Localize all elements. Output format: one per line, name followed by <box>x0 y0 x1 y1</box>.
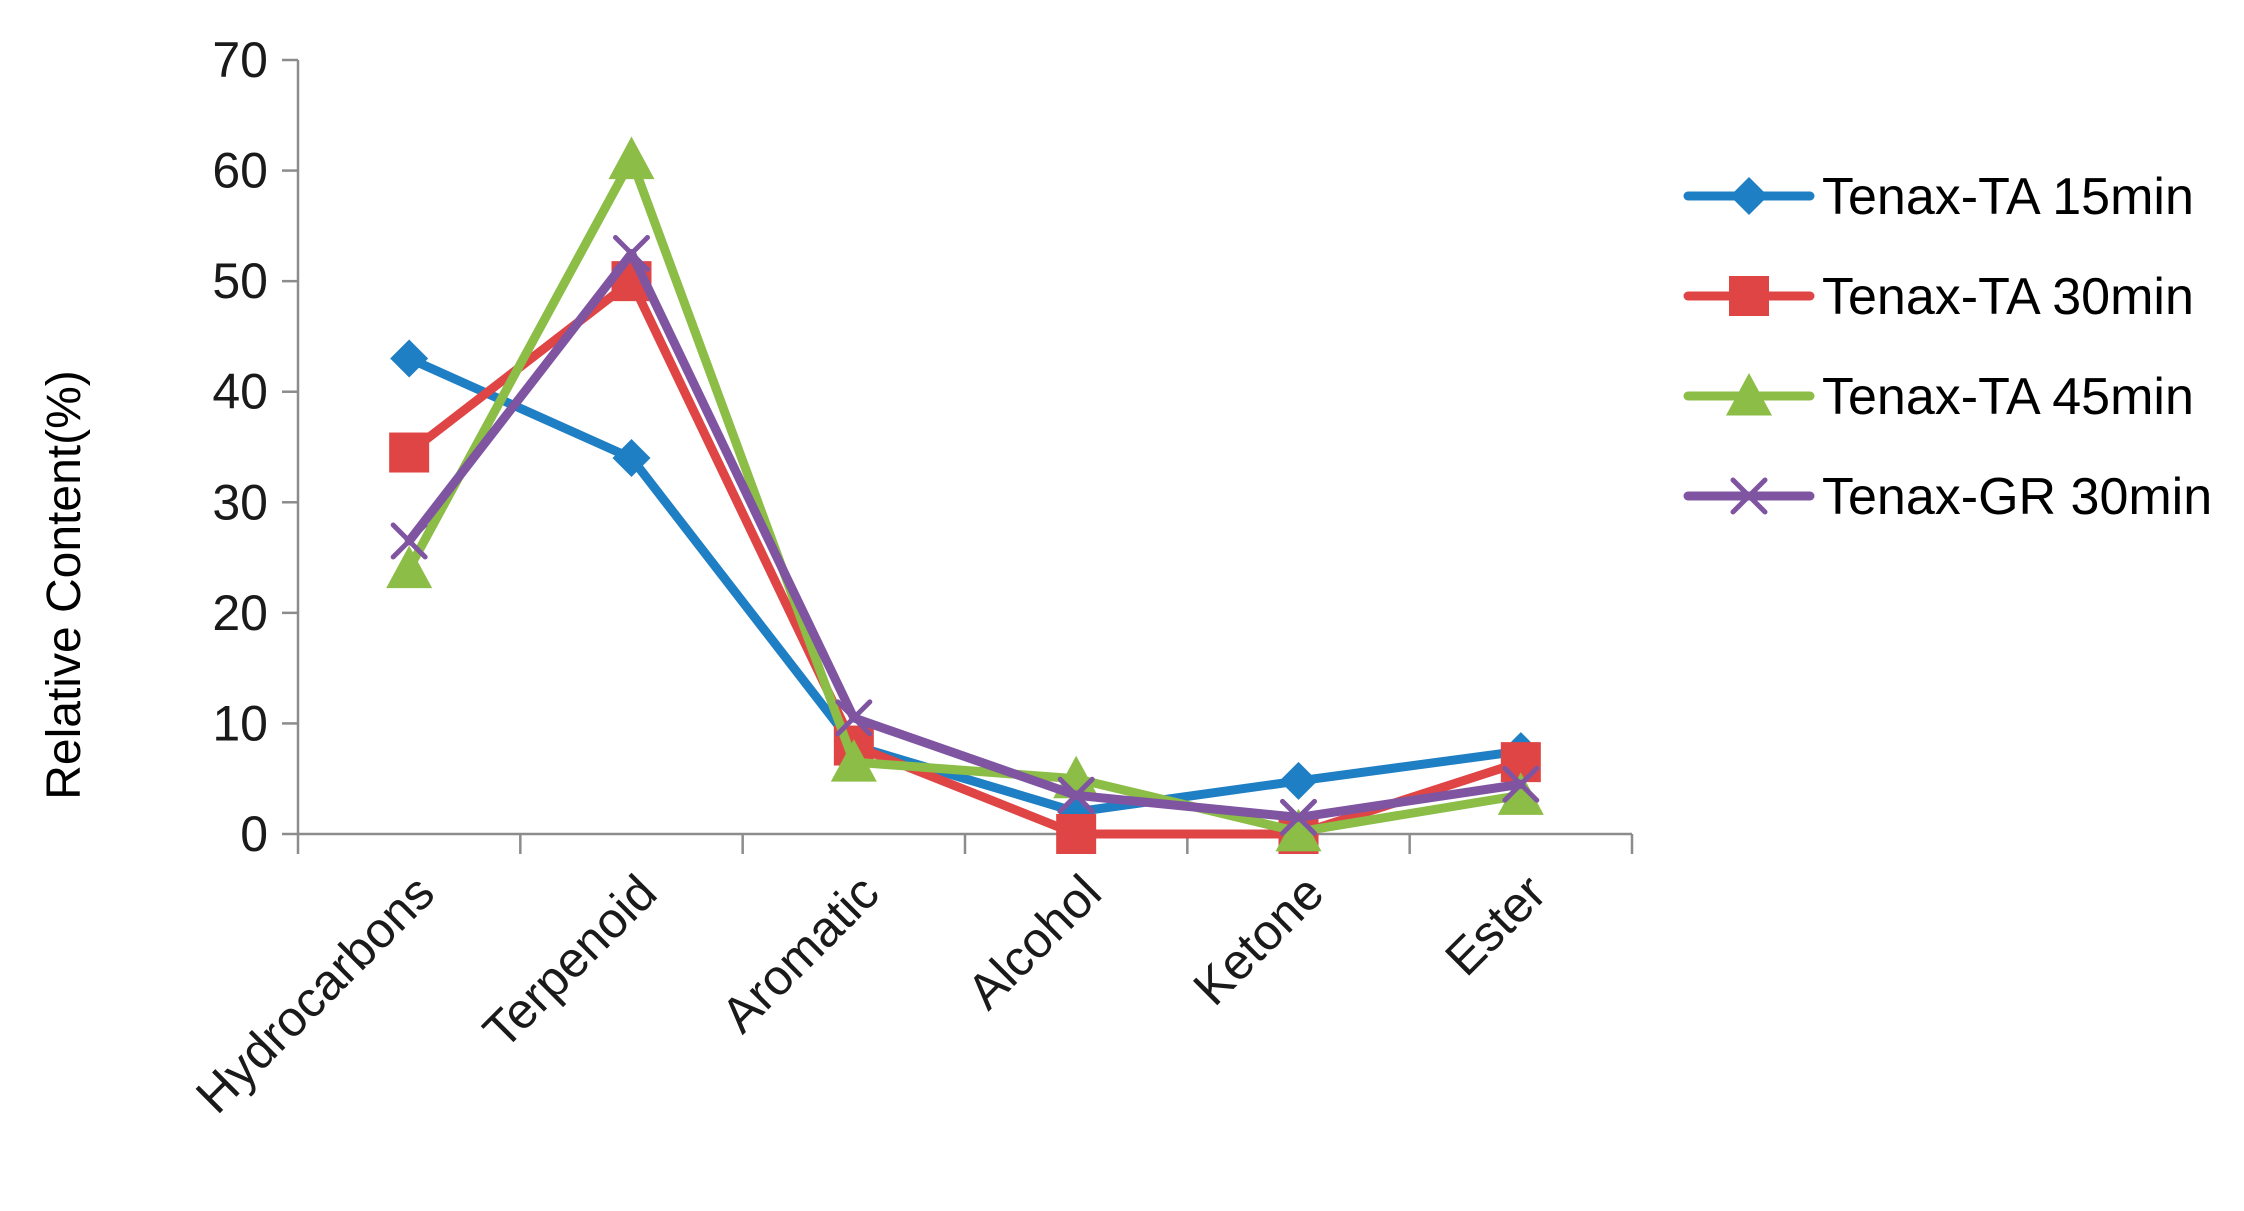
legend: Tenax-TA 15min Tenax-TA 30min Tenax-TA 45m… <box>1683 168 2212 526</box>
data-point <box>1057 776 1095 814</box>
x-tick-label: Ketone <box>1183 864 1335 1016</box>
y-axis-title: Relative Content(%) <box>38 370 91 800</box>
data-point <box>613 235 650 272</box>
data-point <box>1280 798 1317 836</box>
y-tick-label: 0 <box>240 806 268 862</box>
y-tick-label: 70 <box>212 32 268 88</box>
data-point <box>386 545 433 589</box>
legend-marker <box>1730 477 1768 515</box>
data-point <box>1056 814 1097 854</box>
data-point <box>389 432 430 473</box>
data-point <box>390 339 429 378</box>
y-tick-label: 50 <box>212 253 268 309</box>
legend-item: Tenax-TA 15min <box>1683 168 2194 226</box>
data-point <box>1497 772 1544 815</box>
y-tick-label: 60 <box>212 143 268 199</box>
data-point <box>830 739 877 782</box>
y-tick-label: 40 <box>212 364 268 420</box>
series-line <box>404 276 1526 839</box>
data-point <box>612 439 651 478</box>
y-tick-label: 10 <box>212 695 268 751</box>
legend-marker <box>1729 276 1769 316</box>
legend-label: Tenax-TA 15min <box>1822 168 2194 226</box>
series-lines <box>386 136 1544 854</box>
x-tick-label: Hydrocarbons <box>185 864 445 1124</box>
legend-label: Tenax-TA 30min <box>1822 268 2194 326</box>
data-point <box>1279 761 1318 800</box>
legend-label: Tenax-TA 45min <box>1822 368 2194 426</box>
legend-item: Tenax-TA 45min <box>1683 368 2194 426</box>
x-tick-label: Ester <box>1434 864 1556 986</box>
series-3 <box>386 136 1544 852</box>
data-point <box>390 522 428 560</box>
series-line <box>404 249 1526 822</box>
data-point <box>835 699 873 737</box>
legend-item: Tenax-GR 30min <box>1683 468 2212 526</box>
y-axis: 0 10 20 30 40 50 60 70 <box>212 32 300 862</box>
series-line <box>404 354 1526 817</box>
x-tick-label: Aromatic <box>711 864 890 1043</box>
legend-label: Tenax-GR 30min <box>1822 468 2212 526</box>
series-4 <box>390 235 1540 836</box>
x-tick-label: Terpenoid <box>472 864 667 1059</box>
legend-marker <box>1726 373 1772 416</box>
series-line <box>404 155 1526 837</box>
data-point <box>1502 765 1540 803</box>
data-point <box>608 136 655 180</box>
legend-marker <box>1730 177 1768 215</box>
data-point <box>1275 808 1322 852</box>
y-tick-label: 30 <box>212 474 268 530</box>
x-tick-label: Alcohol <box>956 864 1112 1020</box>
legend-item: Tenax-TA 30min <box>1683 268 2194 326</box>
y-tick-label: 20 <box>212 585 268 641</box>
x-axis: Hydrocarbons Terpenoid Aromatic Alcohol Keto… <box>185 832 1634 1124</box>
